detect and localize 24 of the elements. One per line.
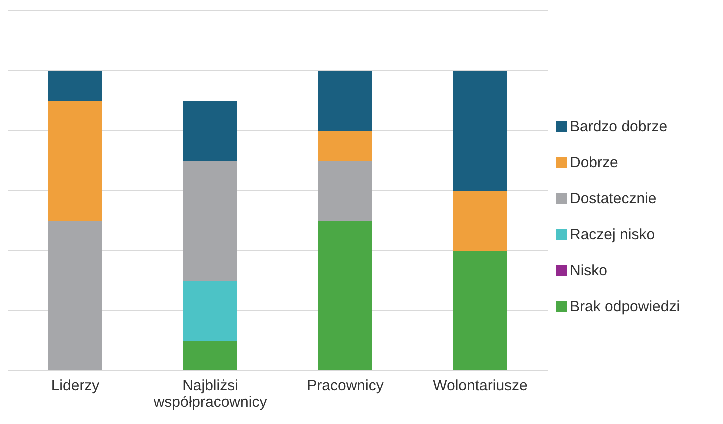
legend-label: Dostatecznie (570, 190, 657, 208)
bar (454, 251, 508, 371)
bar (48, 101, 102, 221)
bar (184, 341, 238, 371)
x-tick-label: Najbliżsi współpracownicy (152, 378, 268, 411)
x-tick-label: Pracownicy (307, 378, 384, 394)
legend-label: Dobrze (570, 154, 618, 172)
bar (48, 221, 102, 371)
x-tick-label: Liderzy (51, 378, 100, 394)
legend-label: Nisko (570, 262, 608, 280)
bar (454, 71, 508, 191)
bar (318, 71, 372, 131)
bar (454, 191, 508, 251)
bar (184, 281, 238, 341)
bar (48, 71, 102, 101)
bar (318, 131, 372, 161)
bar (318, 221, 372, 371)
bar (184, 161, 238, 281)
legend-label: Raczej nisko (570, 226, 656, 244)
legend-label: Bardzo dobrze (570, 118, 668, 136)
bar (318, 161, 372, 221)
legend-label: Brak odpowiedzi (570, 298, 680, 316)
x-tick-label: Wolontariusze (433, 378, 528, 394)
bar (184, 101, 238, 161)
